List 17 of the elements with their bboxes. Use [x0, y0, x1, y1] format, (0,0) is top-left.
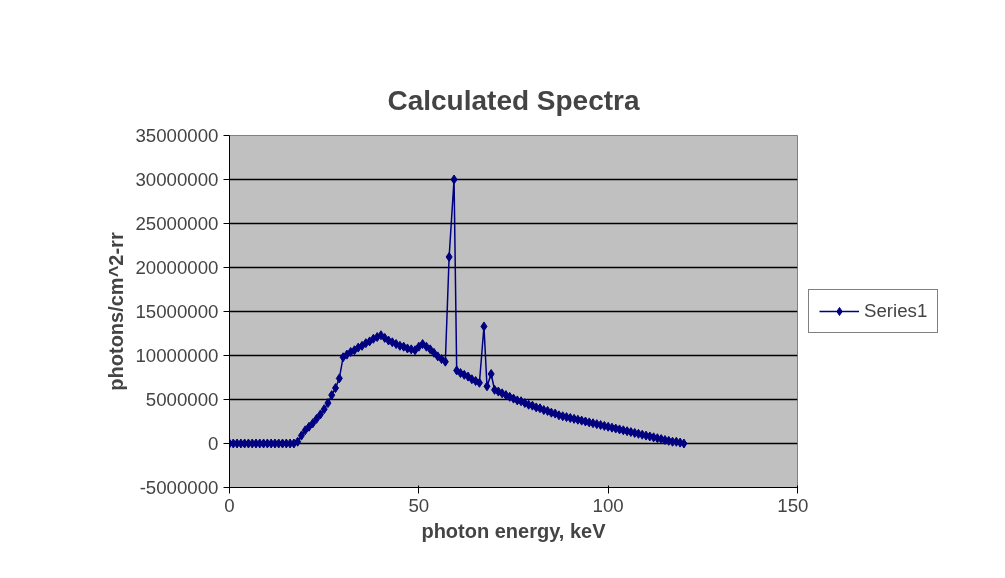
- y-tick-label: 30000000: [135, 169, 219, 190]
- y-tick-label: 20000000: [135, 257, 219, 278]
- x-axis-title: photon energy, keV: [421, 519, 607, 542]
- y-tick-label: 35000000: [135, 125, 219, 146]
- y-tick-label: 10000000: [135, 345, 219, 366]
- y-tick-label: 25000000: [135, 213, 219, 234]
- x-tick-label: 0: [224, 494, 235, 516]
- x-tick-label: 50: [408, 494, 430, 516]
- y-tick-label: 0: [208, 433, 219, 454]
- y-tick-label: 5000000: [145, 389, 219, 410]
- x-tick-label: 150: [777, 494, 809, 516]
- x-tick-label: 100: [592, 494, 624, 516]
- legend-label: Series1: [864, 300, 928, 322]
- y-tick-label: 15000000: [135, 301, 219, 322]
- y-tick-label: -5000000: [139, 477, 219, 498]
- y-axis-title: photons/cm^2-rr: [105, 232, 128, 391]
- chart-title: Calculated Spectra: [387, 84, 640, 116]
